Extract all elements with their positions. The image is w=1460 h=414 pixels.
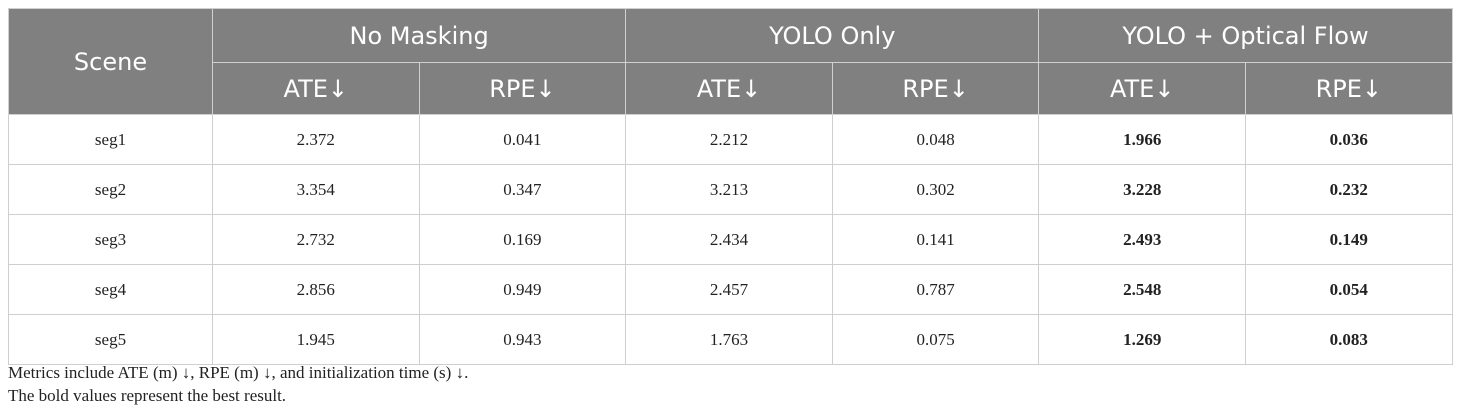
metric-header: ATE↓ xyxy=(212,62,420,115)
group-header: No Masking xyxy=(211,8,627,63)
value-cell: 0.054 xyxy=(1244,264,1453,315)
table-body: seg1 2.372 0.041 2.212 0.048 1.966 0.036 seg2 3.… xyxy=(8,114,1453,365)
scene-cell: seg4 xyxy=(8,264,213,315)
value-cell: 2.457 xyxy=(625,264,833,315)
value-cell: 0.302 xyxy=(831,164,1040,215)
table-row: seg3 2.732 0.169 2.434 0.141 2.493 0.149 xyxy=(8,214,1453,265)
value-cell: 0.943 xyxy=(418,314,627,365)
metric-header: ATE↓ xyxy=(1038,62,1246,115)
group-header: YOLO Only xyxy=(625,8,1040,63)
scene-cell: seg1 xyxy=(8,114,213,165)
value-cell: 0.949 xyxy=(418,264,627,315)
value-cell: 2.856 xyxy=(212,264,420,315)
value-cell: 1.945 xyxy=(212,314,420,365)
scene-cell: seg2 xyxy=(8,164,213,215)
value-cell: 0.075 xyxy=(831,314,1040,365)
value-cell: 0.347 xyxy=(418,164,627,215)
table-row: seg1 2.372 0.041 2.212 0.048 1.966 0.036 xyxy=(8,114,1453,165)
value-cell: 0.048 xyxy=(831,114,1040,165)
value-cell: 1.269 xyxy=(1038,314,1246,365)
metric-header: RPE↓ xyxy=(418,62,627,115)
note: Metrics include ATE (m) ↓, RPE (m) ↓, an… xyxy=(8,363,469,382)
scene-cell: seg5 xyxy=(8,314,213,365)
metric-header: ATE↓ xyxy=(625,62,833,115)
notes: Metrics include ATE (m) ↓, RPE (m) ↓, an… xyxy=(8,361,468,407)
value-cell: 0.141 xyxy=(831,214,1040,265)
value-cell: 0.787 xyxy=(831,264,1040,315)
note: The bold values represent the best resul… xyxy=(8,386,287,405)
table-header: Scene No Masking YOLO Only YOLO + Optical F… xyxy=(8,8,1453,115)
value-cell: 2.212 xyxy=(625,114,833,165)
table-row: seg5 1.945 0.943 1.763 0.075 1.269 0.083 xyxy=(8,314,1453,365)
value-cell: 2.493 xyxy=(1038,214,1246,265)
group-row: Scene No Masking YOLO Only YOLO + Optical F… xyxy=(8,8,1453,115)
value-cell: 0.149 xyxy=(1244,214,1453,265)
value-cell: 3.354 xyxy=(212,164,420,215)
value-cell: 0.041 xyxy=(418,114,627,165)
metric-row: ATE↓ RPE↓ ATE↓ RPE↓ ATE↓ RPE↓ xyxy=(9,62,1453,115)
value-cell: 2.372 xyxy=(212,114,420,165)
value-cell: 0.232 xyxy=(1244,164,1453,215)
value-cell: 3.213 xyxy=(625,164,833,215)
value-cell: 0.169 xyxy=(418,214,627,265)
value-cell: 2.732 xyxy=(212,214,420,265)
table-row: seg4 2.856 0.949 2.457 0.787 2.548 0.054 xyxy=(8,264,1453,315)
scene-header: Scene xyxy=(8,8,213,115)
scene-cell: seg3 xyxy=(8,214,213,265)
value-cell: 0.036 xyxy=(1244,114,1453,165)
value-cell: 2.548 xyxy=(1038,264,1246,315)
group-header: YOLO + Optical Flow xyxy=(1038,8,1453,63)
metric-header: RPE↓ xyxy=(831,62,1040,115)
table-row: seg2 3.354 0.347 3.213 0.302 3.228 0.232 xyxy=(8,164,1453,215)
value-cell: 2.434 xyxy=(625,214,833,265)
metric-header: RPE↓ xyxy=(1244,62,1453,115)
value-cell: 0.083 xyxy=(1244,314,1453,365)
value-cell: 1.763 xyxy=(625,314,833,365)
value-cell: 1.966 xyxy=(1038,114,1246,165)
results-table: Scene No Masking YOLO Only YOLO + Optical F… xyxy=(8,8,1453,365)
value-cell: 3.228 xyxy=(1038,164,1246,215)
